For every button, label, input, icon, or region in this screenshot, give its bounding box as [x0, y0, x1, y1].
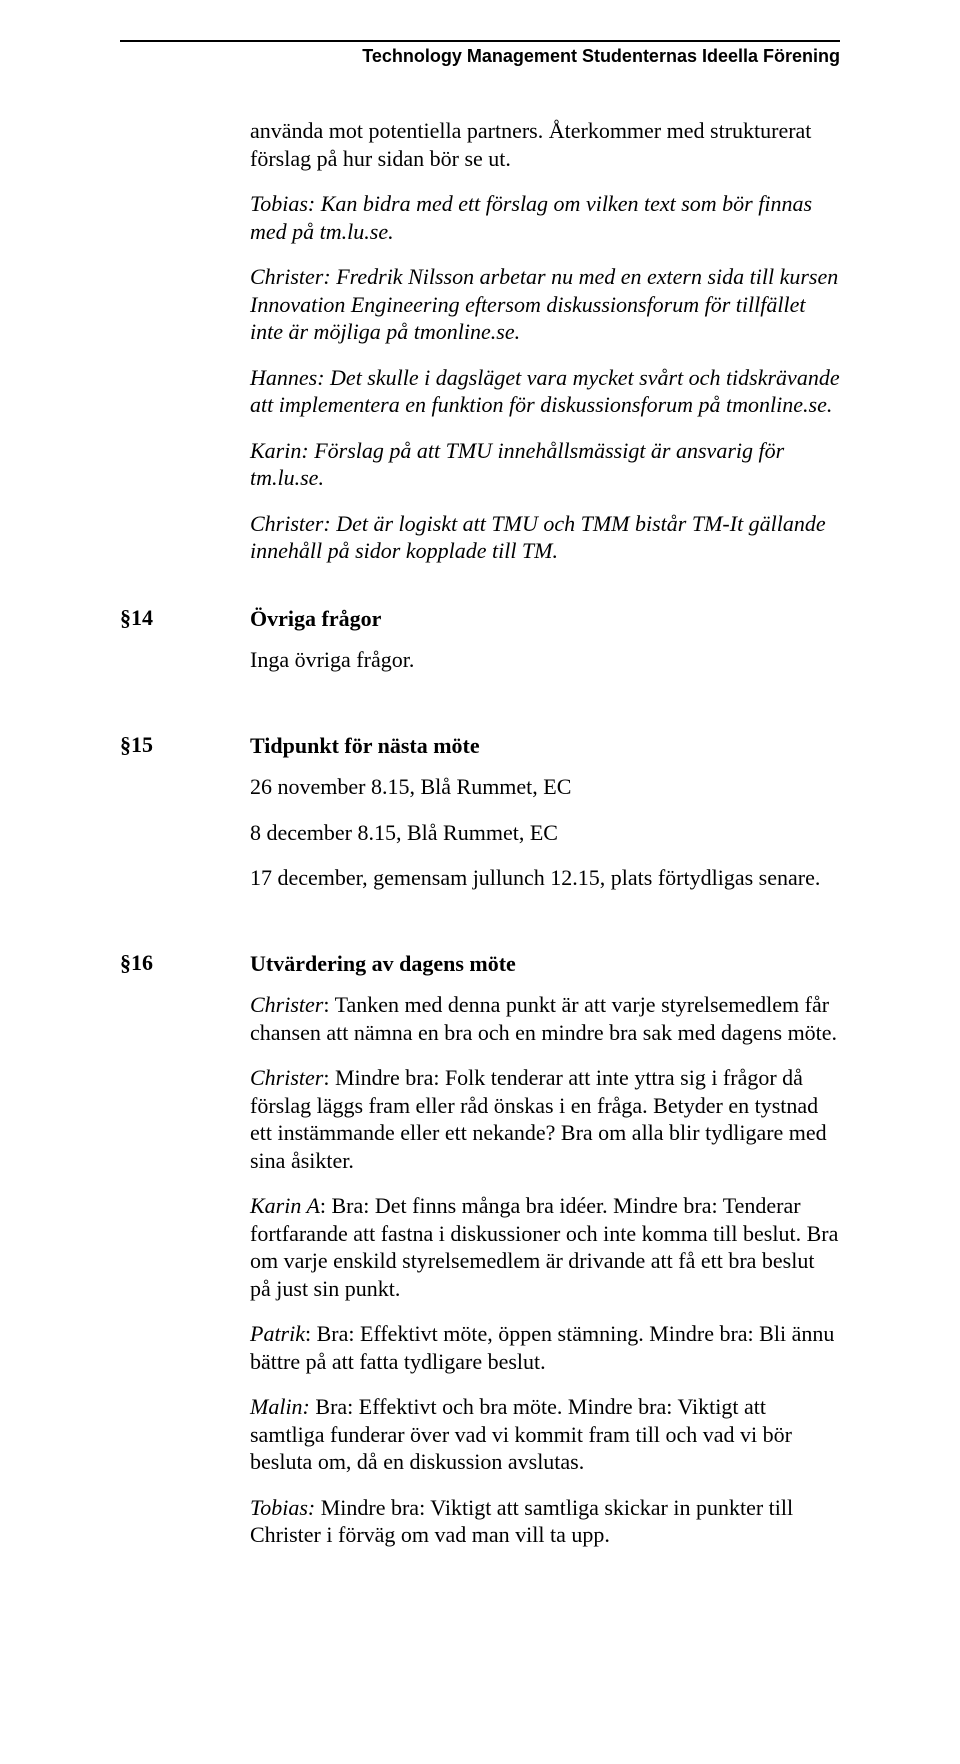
section-16-p2-rest: : Mindre bra: Folk tenderar att inte ytt…: [250, 1065, 827, 1173]
section-16-p1: Christer: Tanken med denna punkt är att …: [250, 991, 840, 1046]
section-14: §14 Övriga frågor Inga övriga frågor.: [120, 605, 840, 692]
section-16-p5-prefix: Malin:: [250, 1394, 310, 1419]
section-16-p6-rest: Mindre bra: Viktigt att samtliga skickar…: [250, 1495, 793, 1548]
intro-p4-rest: Förslag på att TMU innehållsmässigt är a…: [250, 438, 784, 491]
section-16-p4: Patrik: Bra: Effektivt möte, öppen stämn…: [250, 1320, 840, 1375]
section-15-num: §15: [120, 732, 250, 910]
section-16-p5-rest: Bra: Effektivt och bra möte. Mindre bra:…: [250, 1394, 792, 1474]
section-16-title: Utvärdering av dagens möte: [250, 950, 840, 978]
section-14-title: Övriga frågor: [250, 605, 840, 633]
section-16-p4-rest: : Bra: Effektivt möte, öppen stämning. M…: [250, 1321, 834, 1374]
section-16-p6: Tobias: Mindre bra: Viktigt att samtliga…: [250, 1494, 840, 1549]
section-16-num: §16: [120, 950, 250, 1567]
intro-p1b-rest: Kan bidra med ett förslag om vilken text…: [250, 191, 812, 244]
section-16-p5: Malin: Bra: Effektivt och bra möte. Mind…: [250, 1393, 840, 1476]
intro-block: använda mot potentiella partners. Återko…: [250, 117, 840, 565]
section-14-num: §14: [120, 605, 250, 692]
section-16: §16 Utvärdering av dagens möte Christer:…: [120, 950, 840, 1567]
section-14-body: Övriga frågor Inga övriga frågor.: [250, 605, 840, 692]
document-page: Technology Management Studenternas Ideel…: [0, 0, 960, 1627]
section-15: §15 Tidpunkt för nästa möte 26 november …: [120, 732, 840, 910]
intro-p4-prefix: Karin:: [250, 438, 309, 463]
section-15-body: Tidpunkt för nästa möte 26 november 8.15…: [250, 732, 840, 910]
intro-p2-prefix: Christer:: [250, 264, 331, 289]
section-16-p3: Karin A: Bra: Det finns många bra idéer.…: [250, 1192, 840, 1302]
intro-p2-rest: Fredrik Nilsson arbetar nu med en extern…: [250, 264, 838, 344]
section-15-p2: 8 december 8.15, Blå Rummet, EC: [250, 819, 840, 847]
intro-p3-rest: Det skulle i dagsläget vara mycket svårt…: [250, 365, 840, 418]
intro-p3: Hannes: Det skulle i dagsläget vara myck…: [250, 364, 840, 419]
section-16-p2-prefix: Christer: [250, 1065, 323, 1090]
section-16-p6-prefix: Tobias:: [250, 1495, 315, 1520]
intro-p3-prefix: Hannes:: [250, 365, 325, 390]
section-16-p2: Christer: Mindre bra: Folk tenderar att …: [250, 1064, 840, 1174]
intro-p2: Christer: Fredrik Nilsson arbetar nu med…: [250, 263, 840, 346]
section-15-p1: 26 november 8.15, Blå Rummet, EC: [250, 773, 840, 801]
section-16-p1-rest: : Tanken med denna punkt är att varje st…: [250, 992, 837, 1045]
section-15-title: Tidpunkt för nästa möte: [250, 732, 840, 760]
section-16-p4-prefix: Patrik: [250, 1321, 305, 1346]
intro-p4: Karin: Förslag på att TMU innehållsmässi…: [250, 437, 840, 492]
section-16-body: Utvärdering av dagens möte Christer: Tan…: [250, 950, 840, 1567]
intro-p1a: använda mot potentiella partners. Återko…: [250, 117, 840, 172]
intro-p5-prefix: Christer:: [250, 511, 331, 536]
section-16-p1-prefix: Christer: [250, 992, 323, 1017]
intro-p5-rest: Det är logiskt att TMU och TMM bistår TM…: [250, 511, 826, 564]
section-15-p3: 17 december, gemensam jullunch 12.15, pl…: [250, 864, 840, 892]
section-16-p3-rest: : Bra: Det finns många bra idéer. Mindre…: [250, 1193, 838, 1301]
header-org: Technology Management Studenternas Ideel…: [120, 46, 840, 67]
intro-p1b-prefix: Tobias:: [250, 191, 315, 216]
header-rule: [120, 40, 840, 42]
intro-p1b: Tobias: Kan bidra med ett förslag om vil…: [250, 190, 840, 245]
section-14-p1: Inga övriga frågor.: [250, 646, 840, 674]
intro-p5: Christer: Det är logiskt att TMU och TMM…: [250, 510, 840, 565]
section-16-p3-prefix: Karin A: [250, 1193, 320, 1218]
